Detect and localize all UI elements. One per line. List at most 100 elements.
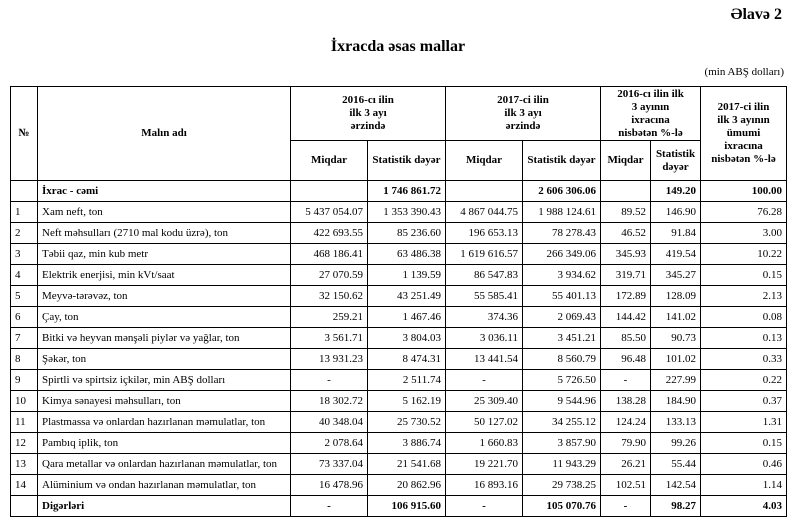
header-cell: Miqdar: [445, 140, 523, 181]
cell: 345.27: [650, 264, 701, 286]
cell: 3 857.90: [522, 432, 601, 454]
cell: [445, 180, 523, 202]
cell: 34 255.12: [522, 411, 601, 433]
cell: 11: [10, 411, 38, 433]
item-name: Şəkər, ton: [37, 348, 291, 370]
cell: 4.03: [700, 495, 787, 517]
unit: (min ABŞ dolları): [704, 66, 784, 78]
table-row: 5 Meyvə-tərəvəz, ton 32 150.62 43 251.49 55 …: [10, 285, 787, 307]
header-cell: №: [10, 86, 38, 181]
cell: 100.00: [700, 180, 787, 202]
cell: 2 078.64: [290, 432, 368, 454]
cell: 16 478.96: [290, 474, 368, 496]
cell: 25 730.52: [367, 411, 446, 433]
cell: 374.36: [445, 306, 523, 328]
cell: 142.54: [650, 474, 701, 496]
cell: 1: [10, 201, 38, 223]
cell: 266 349.06: [522, 243, 601, 265]
item-name: Digərləri: [37, 495, 291, 517]
cell: 0.13: [700, 327, 787, 349]
cell: 6: [10, 306, 38, 328]
header-cell: 2017-ci ilin ilk 3 ayı ərzində: [445, 86, 601, 141]
header-cell: Miqdar: [290, 140, 368, 181]
item-name: Bitki və heyvan mənşəli piylər və yağlar…: [37, 327, 291, 349]
cell: 128.09: [650, 285, 701, 307]
cell: 3 451.21: [522, 327, 601, 349]
cell: 0.37: [700, 390, 787, 412]
cell: 227.99: [650, 369, 701, 391]
cell: 27 070.59: [290, 264, 368, 286]
cell: -: [600, 369, 651, 391]
cell: 76.28: [700, 201, 787, 223]
cell: 9: [10, 369, 38, 391]
cell: 5 162.19: [367, 390, 446, 412]
export-table: № Malın adı 2016-cı ilin ilk 3 ayı ərzin…: [10, 86, 787, 517]
cell: [10, 180, 38, 202]
cell: 144.42: [600, 306, 651, 328]
cell: 2 606 306.06: [522, 180, 601, 202]
cell: 7: [10, 327, 38, 349]
cell: 141.02: [650, 306, 701, 328]
cell: 468 186.41: [290, 243, 368, 265]
table-row: 7 Bitki və heyvan mənşəli piylər və yağla…: [10, 327, 787, 349]
table-row: 2 Neft məhsulları (2710 mal kodu üzrə), t…: [10, 222, 787, 244]
cell: 3 561.71: [290, 327, 368, 349]
cell: 106 915.60: [367, 495, 446, 517]
cell: 0.33: [700, 348, 787, 370]
cell: 184.90: [650, 390, 701, 412]
cell: 11 943.29: [522, 453, 601, 475]
table-row: 6 Çay, ton 259.21 1 467.46 374.36 2 069.43 144…: [10, 306, 787, 328]
cell: 138.28: [600, 390, 651, 412]
cell: 55 401.13: [522, 285, 601, 307]
cell: 149.20: [650, 180, 701, 202]
cell: -: [290, 369, 368, 391]
item-name: Alüminium və ondan hazırlanan məmulatlar…: [37, 474, 291, 496]
table-row: 13 Qara metallar və onlardan hazırlanan m…: [10, 453, 787, 475]
cell: 4: [10, 264, 38, 286]
cell: 2 069.43: [522, 306, 601, 328]
cell: 102.51: [600, 474, 651, 496]
cell: -: [445, 369, 523, 391]
item-name: İxrac - cəmi: [37, 180, 291, 202]
table-row: 14 Alüminium və ondan hazırlanan məmulatl…: [10, 474, 787, 496]
item-name: Meyvə-tərəvəz, ton: [37, 285, 291, 307]
cell: 1 660.83: [445, 432, 523, 454]
cell: 99.26: [650, 432, 701, 454]
cell: 1 988 124.61: [522, 201, 601, 223]
cell: 3 886.74: [367, 432, 446, 454]
cell: 3 934.62: [522, 264, 601, 286]
item-name: Spirtli və spirtsiz içkilər, min ABŞ dol…: [37, 369, 291, 391]
cell: 91.84: [650, 222, 701, 244]
cell: 1 139.59: [367, 264, 446, 286]
cell: 29 738.25: [522, 474, 601, 496]
cell: 55.44: [650, 453, 701, 475]
cell: 73 337.04: [290, 453, 368, 475]
table-row: Digərləri -106 915.60-105 070.76-98.27 4.0…: [10, 495, 787, 517]
cell: 14: [10, 474, 38, 496]
cell: 5: [10, 285, 38, 307]
cell: [600, 180, 651, 202]
header-cell: 2017-ci ilin ilk 3 ayının ümumi ixracına…: [700, 86, 787, 181]
table-row: 9 Spirtli və spirtsiz içkilər, min ABŞ do…: [10, 369, 787, 391]
cell: 4 867 044.75: [445, 201, 523, 223]
cell: 124.24: [600, 411, 651, 433]
cell: 32 150.62: [290, 285, 368, 307]
cell: 0.22: [700, 369, 787, 391]
table-row: 4 Elektrik enerjisi, min kVt/saat 27 070.5…: [10, 264, 787, 286]
cell: 146.90: [650, 201, 701, 223]
cell: 8 560.79: [522, 348, 601, 370]
cell: 0.46: [700, 453, 787, 475]
table-row: 1 Xam neft, ton 5 437 054.07 1 353 390.43 4 …: [10, 201, 787, 223]
cell: 319.71: [600, 264, 651, 286]
cell: 172.89: [600, 285, 651, 307]
header-cell: Malın adı: [37, 86, 291, 181]
title: İxracda əsas mallar: [330, 38, 466, 55]
cell: 13: [10, 453, 38, 475]
table-row: 8 Şəkər, ton 13 931.23 8 474.31 13 441.54 8 5…: [10, 348, 787, 370]
cell: 25 309.40: [445, 390, 523, 412]
cell: 133.13: [650, 411, 701, 433]
cell: 79.90: [600, 432, 651, 454]
cell: 26.21: [600, 453, 651, 475]
table-row: 10 Kimya sənayesi məhsulları, ton 18 302.7…: [10, 390, 787, 412]
